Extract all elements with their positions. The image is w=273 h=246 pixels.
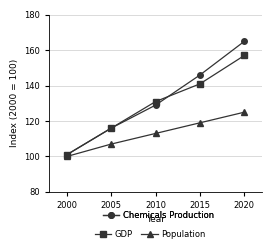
Legend: GDP, Population: GDP, Population — [95, 230, 206, 239]
Legend: Chemicals Production: Chemicals Production — [103, 211, 214, 220]
X-axis label: Year: Year — [146, 215, 165, 224]
Y-axis label: Index (2000 = 100): Index (2000 = 100) — [10, 59, 19, 147]
